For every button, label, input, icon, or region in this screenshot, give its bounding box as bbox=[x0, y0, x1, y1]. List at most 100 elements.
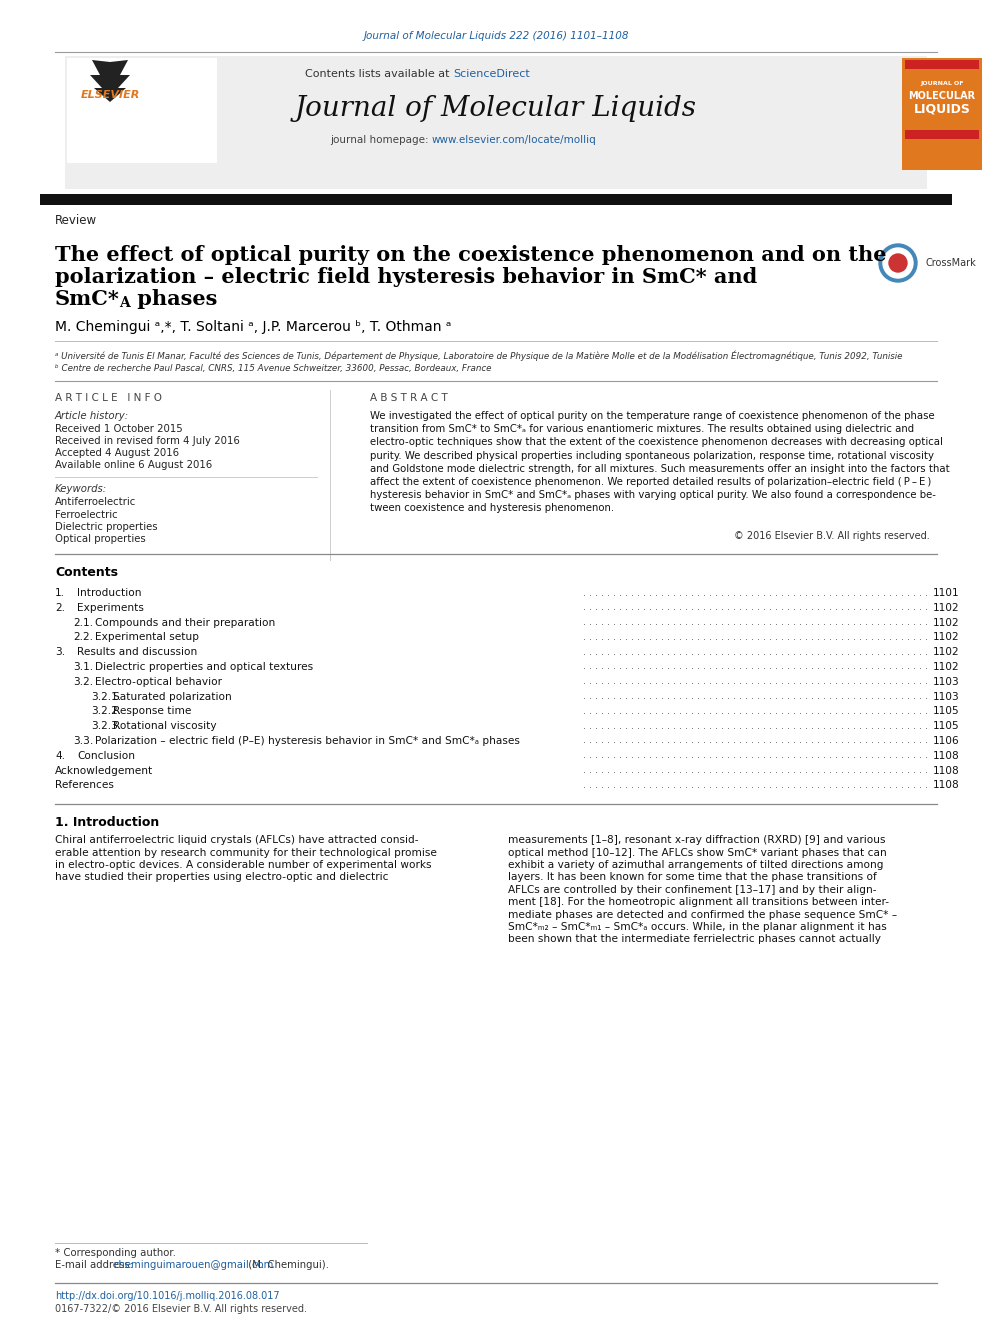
Text: ScienceDirect: ScienceDirect bbox=[453, 69, 530, 79]
Text: 1102: 1102 bbox=[933, 603, 959, 613]
Text: . . . . . . . . . . . . . . . . . . . . . . . . . . . . . . . . . . . . . . . . : . . . . . . . . . . . . . . . . . . . . … bbox=[583, 603, 928, 613]
Text: affect the extent of coexistence phenomenon. We reported detailed results of pol: affect the extent of coexistence phenome… bbox=[370, 478, 931, 487]
Text: layers. It has been known for some time that the phase transitions of: layers. It has been known for some time … bbox=[508, 872, 877, 882]
Text: ELSEVIER: ELSEVIER bbox=[80, 90, 140, 101]
Text: . . . . . . . . . . . . . . . . . . . . . . . . . . . . . . . . . . . . . . . . : . . . . . . . . . . . . . . . . . . . . … bbox=[583, 589, 928, 598]
Text: Contents lists available at: Contents lists available at bbox=[305, 69, 453, 79]
Text: M. Chemingui ᵃ,*, T. Soltani ᵃ, J.P. Marcerou ᵇ, T. Othman ᵃ: M. Chemingui ᵃ,*, T. Soltani ᵃ, J.P. Mar… bbox=[55, 320, 451, 333]
Text: Contents: Contents bbox=[55, 566, 118, 579]
Text: ment [18]. For the homeotropic alignment all transitions between inter-: ment [18]. For the homeotropic alignment… bbox=[508, 897, 889, 908]
Text: optical method [10–12]. The AFLCs show SmC* variant phases that can: optical method [10–12]. The AFLCs show S… bbox=[508, 848, 887, 857]
Text: Acknowledgement: Acknowledgement bbox=[55, 766, 153, 775]
Text: . . . . . . . . . . . . . . . . . . . . . . . . . . . . . . . . . . . . . . . . : . . . . . . . . . . . . . . . . . . . . … bbox=[583, 677, 928, 687]
Text: Optical properties: Optical properties bbox=[55, 534, 146, 545]
Text: 1102: 1102 bbox=[933, 662, 959, 672]
Text: . . . . . . . . . . . . . . . . . . . . . . . . . . . . . . . . . . . . . . . . : . . . . . . . . . . . . . . . . . . . . … bbox=[583, 737, 928, 745]
Text: 1106: 1106 bbox=[933, 736, 959, 746]
Text: http://dx.doi.org/10.1016/j.molliq.2016.08.017: http://dx.doi.org/10.1016/j.molliq.2016.… bbox=[55, 1291, 280, 1301]
Text: 1108: 1108 bbox=[933, 766, 959, 775]
Text: Saturated polarization: Saturated polarization bbox=[113, 692, 232, 701]
Text: SmC*ₘ₂ – SmC*ₘ₁ – SmC*ₐ occurs. While, in the planar alignment it has: SmC*ₘ₂ – SmC*ₘ₁ – SmC*ₐ occurs. While, i… bbox=[508, 922, 887, 931]
FancyBboxPatch shape bbox=[67, 58, 217, 163]
Circle shape bbox=[879, 243, 917, 282]
Text: 1102: 1102 bbox=[933, 632, 959, 643]
Text: Polarization – electric field (P–E) hysteresis behavior in SmC* and SmC*ₐ phases: Polarization – electric field (P–E) hyst… bbox=[95, 736, 520, 746]
Text: and Goldstone mode dielectric strength, for all mixtures. Such measurements offe: and Goldstone mode dielectric strength, … bbox=[370, 464, 949, 474]
Polygon shape bbox=[90, 60, 130, 102]
Text: 1105: 1105 bbox=[933, 721, 959, 732]
Text: 2.1.: 2.1. bbox=[73, 618, 93, 627]
Text: Available online 6 August 2016: Available online 6 August 2016 bbox=[55, 460, 212, 470]
Text: A B S T R A C T: A B S T R A C T bbox=[370, 393, 447, 404]
Text: SmC*: SmC* bbox=[55, 288, 120, 310]
Text: . . . . . . . . . . . . . . . . . . . . . . . . . . . . . . . . . . . . . . . . : . . . . . . . . . . . . . . . . . . . . … bbox=[583, 751, 928, 761]
Text: Results and discussion: Results and discussion bbox=[77, 647, 197, 658]
Text: LIQUIDS: LIQUIDS bbox=[914, 102, 970, 115]
Text: A R T I C L E   I N F O: A R T I C L E I N F O bbox=[55, 393, 162, 404]
Text: 4.: 4. bbox=[55, 750, 65, 761]
Text: 3.2.: 3.2. bbox=[73, 677, 93, 687]
FancyBboxPatch shape bbox=[905, 130, 979, 139]
Text: Accepted 4 August 2016: Accepted 4 August 2016 bbox=[55, 448, 180, 458]
Text: 3.3.: 3.3. bbox=[73, 736, 93, 746]
Text: (M. Chemingui).: (M. Chemingui). bbox=[245, 1259, 329, 1270]
Text: 1105: 1105 bbox=[933, 706, 959, 716]
Text: E-mail address:: E-mail address: bbox=[55, 1259, 136, 1270]
Text: . . . . . . . . . . . . . . . . . . . . . . . . . . . . . . . . . . . . . . . . : . . . . . . . . . . . . . . . . . . . . … bbox=[583, 618, 928, 627]
Text: . . . . . . . . . . . . . . . . . . . . . . . . . . . . . . . . . . . . . . . . : . . . . . . . . . . . . . . . . . . . . … bbox=[583, 781, 928, 790]
Text: Journal of Molecular Liquids: Journal of Molecular Liquids bbox=[295, 94, 697, 122]
Text: 3.1.: 3.1. bbox=[73, 662, 93, 672]
Text: Review: Review bbox=[55, 213, 97, 226]
Text: Ferroelectric: Ferroelectric bbox=[55, 509, 118, 520]
Text: 2.: 2. bbox=[55, 603, 65, 613]
Text: Received in revised form 4 July 2016: Received in revised form 4 July 2016 bbox=[55, 437, 240, 446]
Text: * Corresponding author.: * Corresponding author. bbox=[55, 1248, 176, 1258]
Text: Antiferroelectric: Antiferroelectric bbox=[55, 497, 136, 507]
FancyBboxPatch shape bbox=[40, 194, 952, 205]
Text: Article history:: Article history: bbox=[55, 411, 129, 421]
Text: 1108: 1108 bbox=[933, 781, 959, 790]
Text: . . . . . . . . . . . . . . . . . . . . . . . . . . . . . . . . . . . . . . . . : . . . . . . . . . . . . . . . . . . . . … bbox=[583, 692, 928, 701]
Text: 1102: 1102 bbox=[933, 647, 959, 658]
Text: . . . . . . . . . . . . . . . . . . . . . . . . . . . . . . . . . . . . . . . . : . . . . . . . . . . . . . . . . . . . . … bbox=[583, 706, 928, 716]
Text: References: References bbox=[55, 781, 114, 790]
Text: 1103: 1103 bbox=[933, 692, 959, 701]
Text: 1103: 1103 bbox=[933, 677, 959, 687]
Text: tween coexistence and hysteresis phenomenon.: tween coexistence and hysteresis phenome… bbox=[370, 503, 614, 513]
Text: 1.: 1. bbox=[55, 587, 65, 598]
Text: Keywords:: Keywords: bbox=[55, 484, 107, 493]
Text: 3.2.2.: 3.2.2. bbox=[91, 706, 121, 716]
Text: JOURNAL OF: JOURNAL OF bbox=[921, 82, 964, 86]
Text: polarization – electric field hysteresis behavior in SmC* and: polarization – electric field hysteresis… bbox=[55, 267, 757, 287]
Text: 3.: 3. bbox=[55, 647, 65, 658]
Text: measurements [1–8], resonant x-ray diffraction (RXRD) [9] and various: measurements [1–8], resonant x-ray diffr… bbox=[508, 835, 886, 845]
Text: phases: phases bbox=[130, 288, 217, 310]
Text: erable attention by research community for their technological promise: erable attention by research community f… bbox=[55, 848, 436, 857]
FancyBboxPatch shape bbox=[902, 58, 982, 169]
Text: have studied their properties using electro-optic and dielectric: have studied their properties using elec… bbox=[55, 872, 389, 882]
Text: Chiral antiferroelectric liquid crystals (AFLCs) have attracted consid-: Chiral antiferroelectric liquid crystals… bbox=[55, 835, 419, 845]
Text: . . . . . . . . . . . . . . . . . . . . . . . . . . . . . . . . . . . . . . . . : . . . . . . . . . . . . . . . . . . . . … bbox=[583, 663, 928, 672]
Text: MOLECULAR: MOLECULAR bbox=[909, 91, 975, 101]
Text: www.elsevier.com/locate/molliq: www.elsevier.com/locate/molliq bbox=[432, 135, 597, 146]
Text: . . . . . . . . . . . . . . . . . . . . . . . . . . . . . . . . . . . . . . . . : . . . . . . . . . . . . . . . . . . . . … bbox=[583, 722, 928, 730]
Text: 1108: 1108 bbox=[933, 750, 959, 761]
Text: CrossMark: CrossMark bbox=[925, 258, 976, 269]
Text: 1102: 1102 bbox=[933, 618, 959, 627]
Text: 3.2.1.: 3.2.1. bbox=[91, 692, 121, 701]
Text: Dielectric properties: Dielectric properties bbox=[55, 523, 158, 532]
Text: 0167-7322/© 2016 Elsevier B.V. All rights reserved.: 0167-7322/© 2016 Elsevier B.V. All right… bbox=[55, 1304, 307, 1314]
Text: Experiments: Experiments bbox=[77, 603, 144, 613]
Text: We investigated the effect of optical purity on the temperature range of coexist: We investigated the effect of optical pu… bbox=[370, 411, 934, 421]
Circle shape bbox=[883, 247, 913, 278]
Text: Compounds and their preparation: Compounds and their preparation bbox=[95, 618, 275, 627]
Text: . . . . . . . . . . . . . . . . . . . . . . . . . . . . . . . . . . . . . . . . : . . . . . . . . . . . . . . . . . . . . … bbox=[583, 632, 928, 642]
Text: been shown that the intermediate ferrielectric phases cannot actually: been shown that the intermediate ferriel… bbox=[508, 934, 881, 945]
Text: mediate phases are detected and confirmed the phase sequence SmC* –: mediate phases are detected and confirme… bbox=[508, 910, 897, 919]
Text: purity. We described physical properties including spontaneous polarization, res: purity. We described physical properties… bbox=[370, 451, 934, 460]
Text: The effect of optical purity on the coexistence phenomenon and on the: The effect of optical purity on the coex… bbox=[55, 245, 887, 265]
Text: Dielectric properties and optical textures: Dielectric properties and optical textur… bbox=[95, 662, 313, 672]
Text: exhibit a variety of azimuthal arrangements of tilted directions among: exhibit a variety of azimuthal arrangeme… bbox=[508, 860, 884, 871]
Text: Electro-optical behavior: Electro-optical behavior bbox=[95, 677, 222, 687]
Text: 3.2.3.: 3.2.3. bbox=[91, 721, 121, 732]
